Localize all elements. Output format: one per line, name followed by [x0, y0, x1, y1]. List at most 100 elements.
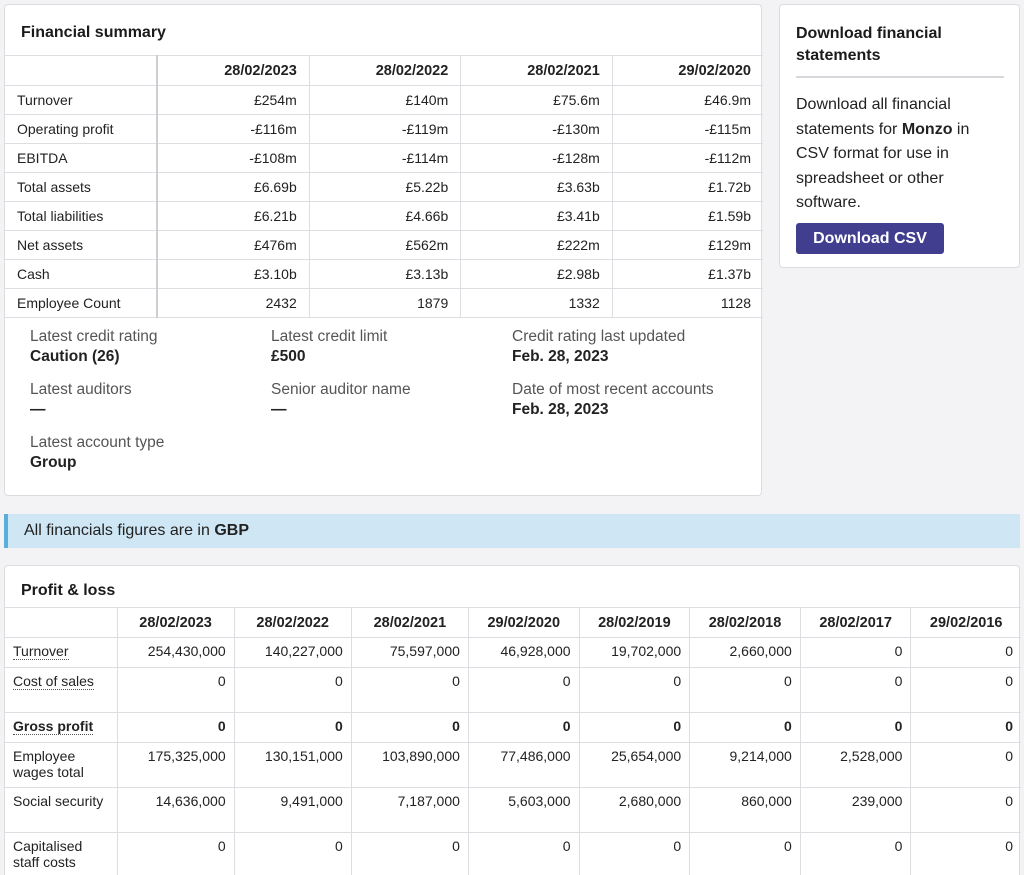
pl-cell: 140,227,000 — [233, 637, 352, 668]
pl-cell: 130,151,000 — [233, 742, 352, 788]
summary-cell: £562m — [308, 230, 462, 260]
summary-cell: -£112m — [611, 143, 763, 173]
pl-row: Employee wages total 175,325,000 130,151,0… — [5, 742, 1021, 788]
pl-cell: 2,660,000 — [689, 637, 801, 668]
detail-item: Credit rating last updated Feb. 28, 2023 — [512, 327, 750, 366]
pl-row-label[interactable]: Gross profit — [5, 712, 118, 743]
pl-cell: 46,928,000 — [467, 637, 580, 668]
pl-cell: 14,636,000 — [116, 787, 235, 833]
summary-cell: -£115m — [611, 114, 763, 144]
summary-cell: £476m — [155, 230, 310, 260]
summary-row: Total liabilities £6.21b £4.66b £3.41b £1.59… — [5, 201, 763, 231]
pl-cell: 0 — [233, 832, 352, 875]
summary-cell: £254m — [155, 85, 310, 115]
pl-cell: 9,491,000 — [233, 787, 352, 833]
company-name: Monzo — [901, 120, 953, 138]
summary-cell: £75.6m — [460, 85, 613, 115]
summary-cell: £129m — [611, 230, 763, 260]
pl-cell: 5,603,000 — [467, 787, 580, 833]
download-card-title: Download financial statements — [796, 25, 942, 64]
detail-label: Latest auditors — [30, 381, 132, 398]
pl-cell: 0 — [910, 712, 1021, 743]
summary-cell: -£130m — [460, 114, 613, 144]
summary-cell: -£128m — [460, 143, 613, 173]
banner-text: All financials figures are in — [24, 522, 215, 539]
financial-summary-table: 28/02/2023 28/02/2022 28/02/2021 29/02/2… — [5, 55, 763, 318]
detail-label: Credit rating last updated — [512, 328, 686, 345]
profit-loss-title: Profit & loss — [21, 582, 116, 599]
detail-label: Senior auditor name — [271, 381, 411, 398]
pl-corner-cell — [5, 607, 118, 638]
summary-cell: -£114m — [308, 143, 462, 173]
summary-row: Cash £3.10b £3.13b £2.98b £1.37b — [5, 259, 763, 289]
pl-row: Capitalised staff costs 0 0 0 0 0 0 0 0 — [5, 832, 1021, 875]
pl-cell: 103,890,000 — [350, 742, 469, 788]
pl-row: Social security 14,636,000 9,491,000 7,187,… — [5, 787, 1021, 833]
summary-row-label: Total assets — [5, 172, 158, 202]
pl-row-label[interactable]: Cost of sales — [5, 667, 118, 713]
pl-cell: 0 — [350, 667, 469, 713]
summary-cell: £3.63b — [460, 172, 613, 202]
summary-cell: 1879 — [308, 288, 462, 318]
pl-cell: 860,000 — [689, 787, 801, 833]
profit-loss-table: 28/02/2023 28/02/2022 28/02/2021 29/02/2020… — [5, 607, 1021, 875]
summary-cell: £1.72b — [611, 172, 763, 202]
banner-currency: GBP — [214, 522, 249, 539]
pl-cell: 0 — [799, 712, 912, 743]
summary-cell: £222m — [460, 230, 613, 260]
detail-value: — — [30, 401, 46, 418]
pl-cell: 0 — [689, 712, 801, 743]
summary-cell: -£116m — [155, 114, 310, 144]
pl-cell: 7,187,000 — [350, 787, 469, 833]
summary-row-label: EBITDA — [5, 143, 158, 173]
summary-corner-cell — [5, 55, 158, 86]
download-csv-button[interactable]: Download CSV — [796, 223, 944, 254]
pl-col-header: 28/02/2018 — [689, 607, 801, 638]
pl-cell: 0 — [578, 667, 691, 713]
summary-cell: -£119m — [308, 114, 462, 144]
detail-item: Senior auditor name — — [271, 380, 512, 419]
pl-col-header: 28/02/2021 — [350, 607, 469, 638]
pl-cell: 0 — [578, 832, 691, 875]
pl-row-label: Social security — [5, 787, 118, 833]
pl-cell: 77,486,000 — [467, 742, 580, 788]
pl-cell: 0 — [910, 637, 1021, 668]
financial-summary-card: Financial summary 28/02/2023 28/02/2022 … — [4, 4, 763, 496]
financial-summary-title: Financial summary — [21, 24, 166, 41]
pl-cell: 0 — [116, 667, 235, 713]
summary-row-label: Operating profit — [5, 114, 158, 144]
pl-cell: 2,528,000 — [799, 742, 912, 788]
pl-col-header: 28/02/2019 — [578, 607, 691, 638]
pl-cell: 0 — [910, 742, 1021, 788]
pl-cell: 0 — [910, 832, 1021, 875]
pl-header-row: 28/02/2023 28/02/2022 28/02/2021 29/02/2020… — [5, 607, 1021, 638]
pl-col-header: 29/02/2020 — [467, 607, 580, 638]
summary-cell: £3.13b — [308, 259, 462, 289]
detail-item: Date of most recent accounts Feb. 28, 202… — [512, 380, 750, 419]
pl-row-label[interactable]: Turnover — [5, 637, 118, 668]
summary-cell: 1128 — [611, 288, 763, 318]
pl-cell: 0 — [910, 667, 1021, 713]
download-desc-text-end: in CSV format for use in spreadsheet or … — [796, 120, 970, 212]
download-desc-text: Download all financial statements for — [796, 96, 951, 138]
summary-row: Turnover £254m £140m £75.6m £46.9m — [5, 85, 763, 115]
summary-cell: £2.98b — [460, 259, 613, 289]
pl-row-label: Employee wages total — [5, 742, 118, 788]
detail-item: Latest credit rating Caution (26) — [30, 327, 271, 366]
pl-cell: 239,000 — [799, 787, 912, 833]
summary-cell: £46.9m — [611, 85, 763, 115]
pl-cell: 0 — [467, 832, 580, 875]
summary-col-header: 28/02/2023 — [155, 55, 310, 86]
pl-cell: 0 — [578, 712, 691, 743]
summary-row: Total assets £6.69b £5.22b £3.63b £1.72b — [5, 172, 763, 202]
detail-value: £500 — [271, 348, 306, 365]
pl-row-label: Capitalised staff costs — [5, 832, 118, 875]
detail-item: Latest credit limit £500 — [271, 327, 512, 366]
summary-row: Net assets £476m £562m £222m £129m — [5, 230, 763, 260]
pl-row: Cost of sales 0 0 0 0 0 0 0 0 — [5, 667, 1021, 713]
pl-row-label-text: Turnover — [13, 643, 69, 660]
pl-cell: 19,702,000 — [578, 637, 691, 668]
title-divider — [796, 76, 1004, 78]
summary-row: Employee Count 2432 1879 1332 1128 — [5, 288, 763, 318]
detail-label: Latest account type — [30, 434, 165, 451]
